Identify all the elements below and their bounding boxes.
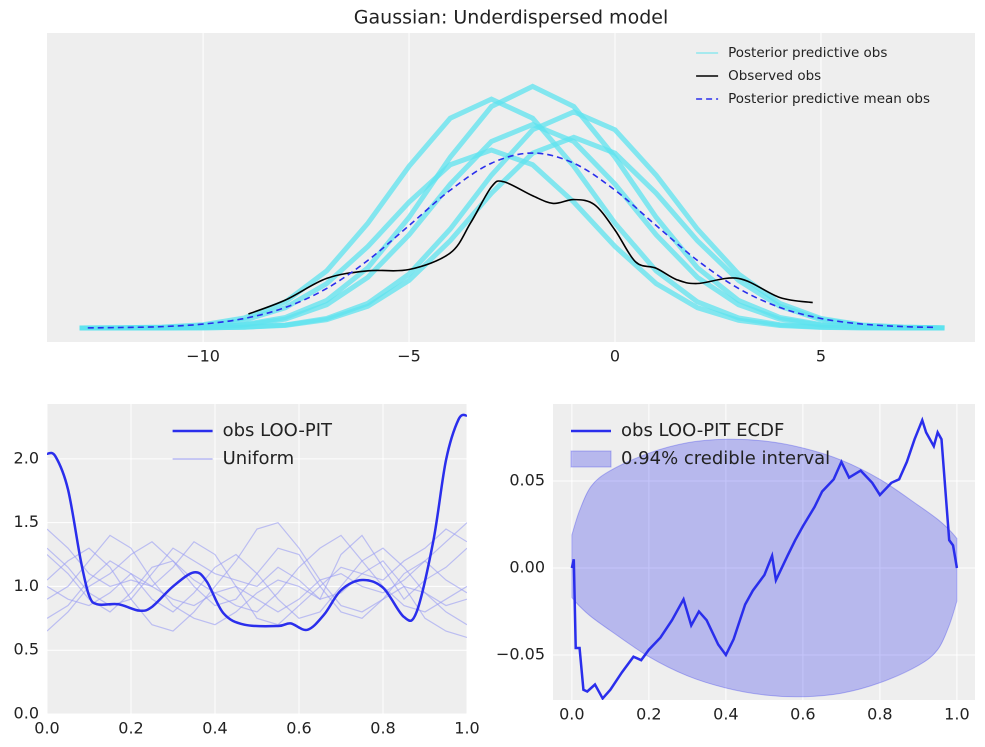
y-tick-label: 2.0 xyxy=(14,448,39,467)
sample-line xyxy=(79,134,945,331)
legend-label: Observed obs xyxy=(728,68,821,84)
legend-swatch xyxy=(570,450,612,468)
x-tick-label: 0.6 xyxy=(286,719,311,738)
y-tick-label: 0.00 xyxy=(509,558,545,577)
y-tick-label: 0.0 xyxy=(14,704,39,723)
x-tick-label: 0.4 xyxy=(202,719,227,738)
plot-area xyxy=(570,416,959,700)
plot-background xyxy=(47,33,975,342)
x-tick-label: 0 xyxy=(610,347,620,366)
credible-band xyxy=(571,438,958,698)
sample-line xyxy=(47,547,467,619)
sample-line xyxy=(47,534,467,632)
x-tick-label: −10 xyxy=(186,347,220,366)
plot-area xyxy=(79,83,945,331)
legend-label: Posterior predictive mean obs xyxy=(728,91,930,107)
x-tick-label: 0.2 xyxy=(636,705,661,724)
x-tick-label: 0.6 xyxy=(790,705,815,724)
sample-line xyxy=(79,147,945,331)
y-tick-label: 1.0 xyxy=(14,576,39,595)
data-line xyxy=(47,413,467,632)
x-tick-label: 1.0 xyxy=(454,719,479,738)
x-tick-label: 0.0 xyxy=(34,719,59,738)
legend-label: 0.94% credible interval xyxy=(621,448,830,469)
data-line xyxy=(248,180,813,315)
x-tick-label: 5 xyxy=(816,347,826,366)
y-tick-label: −0.05 xyxy=(496,644,545,663)
chart-title: Gaussian: Underdispersed model xyxy=(354,7,668,29)
x-tick-label: 0.0 xyxy=(559,705,584,724)
plot-area xyxy=(47,413,467,639)
x-tick-label: 0.8 xyxy=(370,719,395,738)
sample-line xyxy=(47,522,467,613)
y-tick-label: 0.5 xyxy=(14,640,39,659)
sample-line xyxy=(47,521,467,632)
legend-label: obs LOO-PIT ECDF xyxy=(621,420,784,441)
data-line xyxy=(87,152,937,329)
x-tick-label: 0.2 xyxy=(118,719,143,738)
data-line xyxy=(570,416,959,700)
plot-background xyxy=(553,404,975,700)
x-tick-label: 0.4 xyxy=(713,705,738,724)
plot-background xyxy=(47,404,467,714)
legend-label: Posterior predictive obs xyxy=(728,45,887,61)
x-tick-label: 1.0 xyxy=(944,705,969,724)
sample-line xyxy=(47,528,467,626)
legend-label: Uniform xyxy=(223,448,295,469)
legend-label: obs LOO-PIT xyxy=(223,420,333,441)
x-tick-label: −5 xyxy=(397,347,421,366)
y-tick-label: 1.5 xyxy=(14,512,39,531)
x-tick-label: 0.8 xyxy=(867,705,892,724)
sample-line xyxy=(47,534,467,639)
y-tick-label: 0.05 xyxy=(509,471,545,490)
